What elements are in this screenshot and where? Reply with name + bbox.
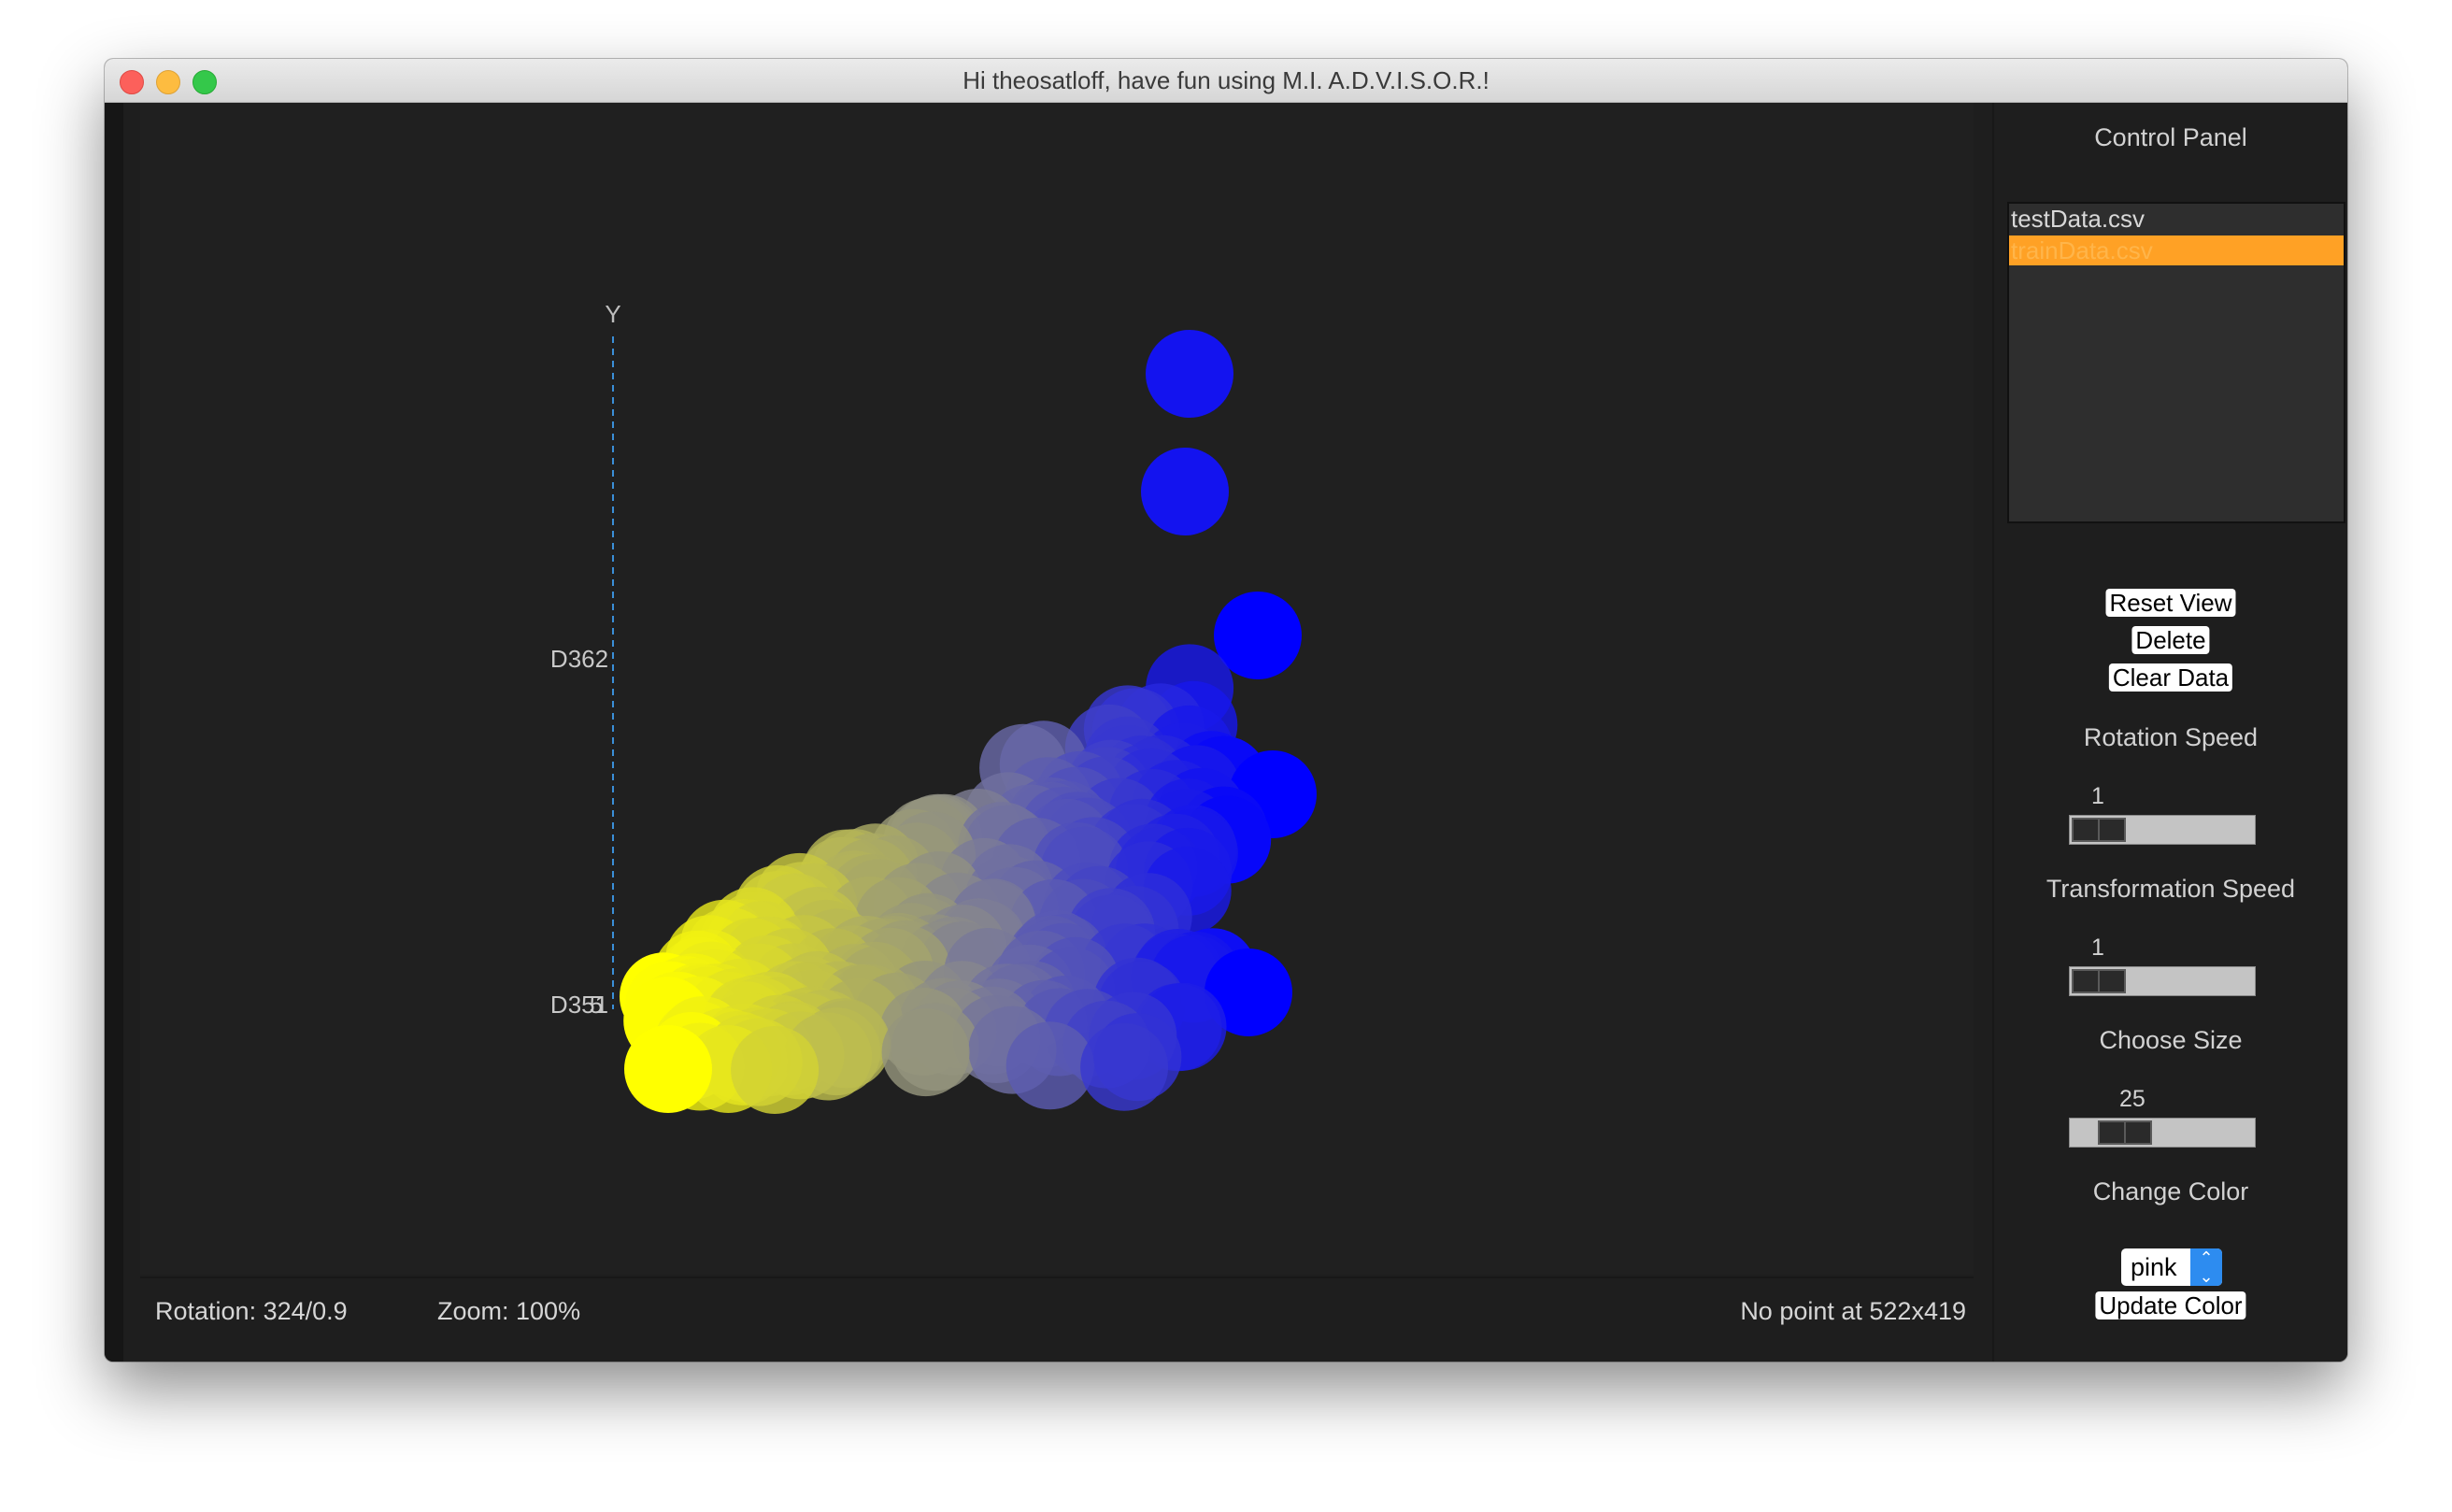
size-slider[interactable] — [2069, 1118, 2256, 1148]
transformation-speed-handle[interactable] — [2072, 969, 2126, 993]
scatter-plot[interactable]: Y D362 D351 5 — [140, 103, 1974, 1275]
clear-data-button[interactable]: Clear Data — [2108, 663, 2233, 692]
transformation-speed-label: Transformation Speed — [2046, 875, 2296, 903]
title-bar[interactable]: Hi theosatloff, have fun using M.I. A.D.… — [105, 59, 2347, 103]
status-bar: Rotation: 324/0.9 Zoom: 100% No point at… — [140, 1277, 1974, 1325]
plot-canvas[interactable]: Y D362 D351 5 — [140, 103, 1974, 1275]
color-select[interactable]: pink ⌃ ⌄ — [2121, 1248, 2222, 1286]
data-point[interactable] — [1141, 448, 1229, 535]
data-points[interactable] — [620, 330, 1317, 1114]
change-color-label: Change Color — [2092, 1177, 2249, 1205]
choose-size-label: Choose Size — [2099, 1026, 2243, 1054]
data-point[interactable] — [1146, 330, 1233, 418]
file-item-train[interactable]: trainData.csv — [2009, 235, 2344, 265]
minimize-window-button[interactable] — [156, 70, 180, 94]
zoom-status: Zoom: 100% — [437, 1297, 581, 1325]
delete-button[interactable]: Delete — [2131, 626, 2210, 654]
data-point[interactable] — [881, 1008, 970, 1097]
y-axis-label: Y — [605, 300, 620, 328]
rotation-speed-handle[interactable] — [2072, 818, 2126, 842]
data-point[interactable] — [1214, 592, 1302, 679]
file-list[interactable]: testData.csv trainData.csv — [2007, 202, 2345, 523]
update-color-button[interactable]: Update Color — [2095, 1291, 2246, 1319]
rotation-status: Rotation: 324/0.9 — [155, 1297, 348, 1325]
y-tick-bottom-overlap: 5 — [590, 991, 603, 1019]
control-panel: Control Panel testData.csv trainData.csv… — [1994, 103, 2347, 1362]
close-window-button[interactable] — [120, 70, 144, 94]
rotation-speed-label: Rotation Speed — [2083, 723, 2259, 751]
transformation-speed-value: 1 — [2091, 934, 2104, 961]
left-border — [105, 103, 123, 1362]
zoom-window-button[interactable] — [192, 70, 217, 94]
window-title: Hi theosatloff, have fun using M.I. A.D.… — [962, 66, 1490, 94]
data-point[interactable] — [731, 1026, 820, 1114]
point-status: No point at 522x419 — [1740, 1297, 1966, 1325]
file-item-test[interactable]: testData.csv — [2011, 205, 2146, 233]
data-point[interactable] — [1005, 1021, 1094, 1110]
panel-divider — [1992, 103, 1994, 1362]
data-point[interactable] — [624, 1025, 712, 1113]
data-point[interactable] — [1080, 1022, 1169, 1111]
data-point[interactable] — [1205, 949, 1292, 1036]
size-handle[interactable] — [2097, 1120, 2152, 1145]
app-window: Hi theosatloff, have fun using M.I. A.D.… — [105, 59, 2347, 1362]
rotation-speed-slider[interactable] — [2069, 815, 2256, 845]
visualization-area: Y D362 D351 5 Rotation: 324/0.9 Zoom: 10… — [140, 103, 1974, 1325]
transformation-speed-slider[interactable] — [2069, 966, 2256, 996]
select-arrows-icon: ⌃ ⌄ — [2190, 1248, 2222, 1286]
control-panel-title: Control Panel — [2094, 123, 2247, 151]
y-tick-bottom: D351 — [550, 991, 608, 1019]
rotation-speed-value: 1 — [2091, 783, 2104, 809]
color-select-value: pink — [2131, 1253, 2177, 1281]
y-tick-top: D362 — [550, 645, 608, 673]
reset-view-button[interactable]: Reset View — [2105, 589, 2236, 617]
size-value: 25 — [2119, 1086, 2146, 1112]
